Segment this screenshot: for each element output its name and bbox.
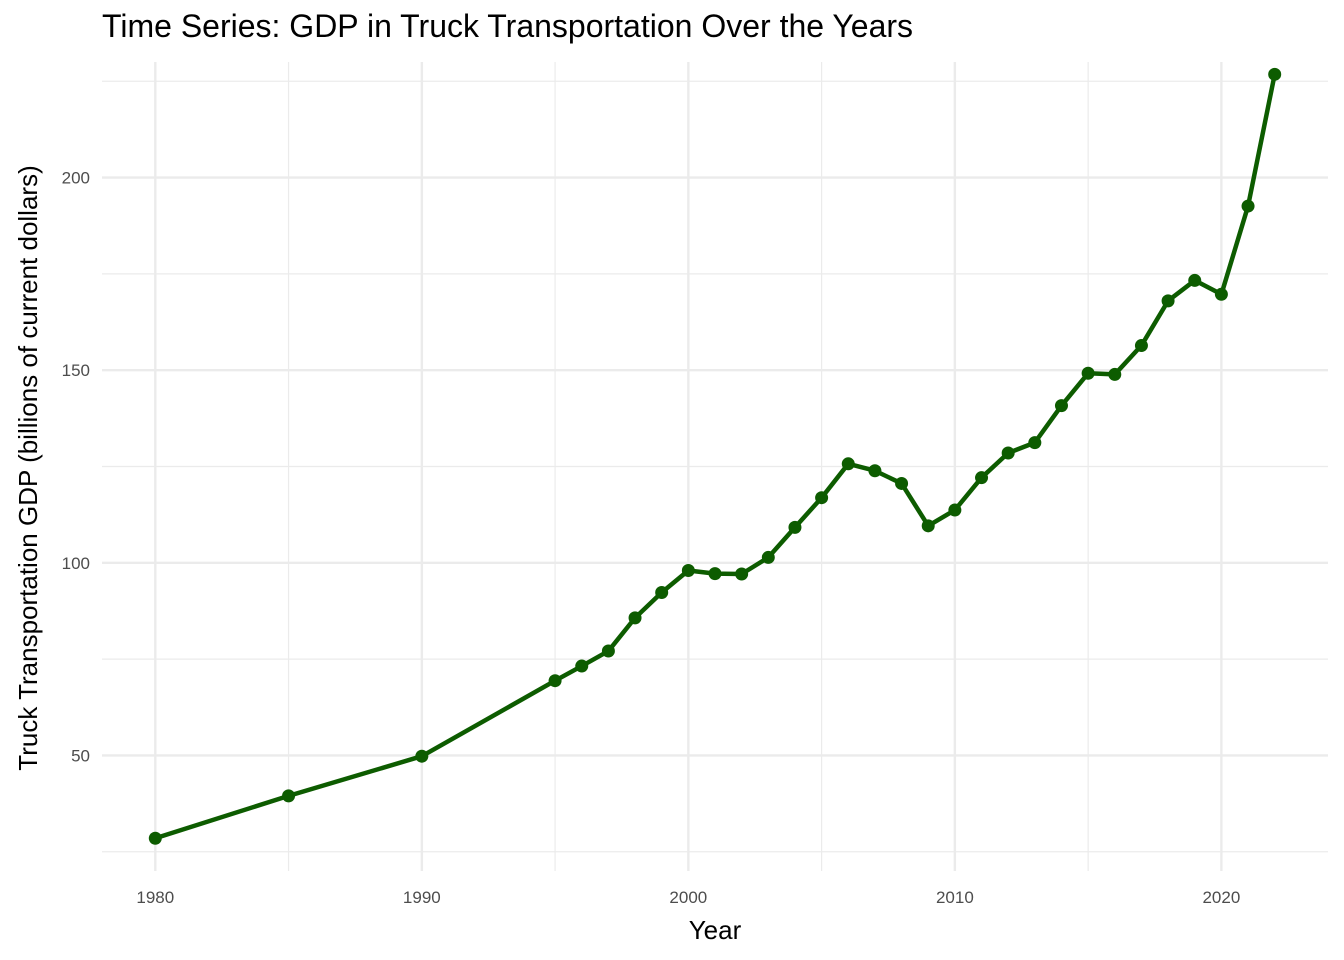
data-point bbox=[655, 585, 669, 599]
y-tick-label: 100 bbox=[62, 554, 90, 573]
series-line bbox=[153, 72, 1277, 841]
data-point bbox=[1081, 366, 1095, 380]
data-point bbox=[948, 503, 962, 517]
data-point bbox=[1028, 436, 1042, 450]
data-point bbox=[575, 659, 589, 673]
data-point bbox=[601, 644, 615, 658]
data-point bbox=[1214, 287, 1228, 301]
x-tick-label: 2000 bbox=[669, 888, 707, 907]
data-point bbox=[868, 464, 882, 478]
data-point bbox=[708, 567, 722, 581]
data-point bbox=[735, 567, 749, 581]
x-axis-title: Year bbox=[689, 915, 742, 945]
data-point bbox=[628, 611, 642, 625]
y-axis-ticks: 50 100 150 200 bbox=[62, 169, 90, 766]
data-point bbox=[1108, 367, 1122, 381]
x-tick-label: 1990 bbox=[403, 888, 441, 907]
data-point bbox=[761, 550, 775, 564]
x-axis-ticks: 1980 1990 2000 2010 2020 bbox=[136, 888, 1240, 907]
data-point bbox=[1001, 446, 1015, 460]
grid-minor bbox=[102, 62, 1328, 871]
data-point bbox=[788, 520, 802, 534]
data-point bbox=[1268, 67, 1282, 81]
data-point bbox=[815, 491, 829, 505]
data-point bbox=[1054, 399, 1068, 413]
data-point bbox=[1188, 273, 1202, 287]
data-point bbox=[1161, 294, 1175, 308]
grid-major bbox=[102, 62, 1328, 871]
data-point bbox=[895, 476, 909, 490]
data-point bbox=[681, 564, 695, 578]
data-point bbox=[548, 674, 562, 688]
data-point bbox=[1241, 199, 1255, 213]
chart-title: Time Series: GDP in Truck Transportation… bbox=[102, 8, 914, 44]
y-tick-label: 150 bbox=[62, 361, 90, 380]
y-axis-title: Truck Transportation GDP (billions of cu… bbox=[13, 165, 43, 770]
data-point bbox=[1134, 339, 1148, 353]
x-tick-label: 1980 bbox=[136, 888, 174, 907]
y-tick-label: 200 bbox=[62, 169, 90, 188]
data-point bbox=[148, 831, 162, 845]
data-point bbox=[282, 789, 296, 803]
data-point bbox=[975, 471, 989, 485]
x-tick-label: 2010 bbox=[936, 888, 974, 907]
y-tick-label: 50 bbox=[71, 746, 90, 765]
data-point bbox=[415, 749, 429, 763]
data-point bbox=[841, 457, 855, 471]
x-tick-label: 2020 bbox=[1202, 888, 1240, 907]
series bbox=[148, 67, 1282, 845]
data-point bbox=[921, 519, 935, 533]
